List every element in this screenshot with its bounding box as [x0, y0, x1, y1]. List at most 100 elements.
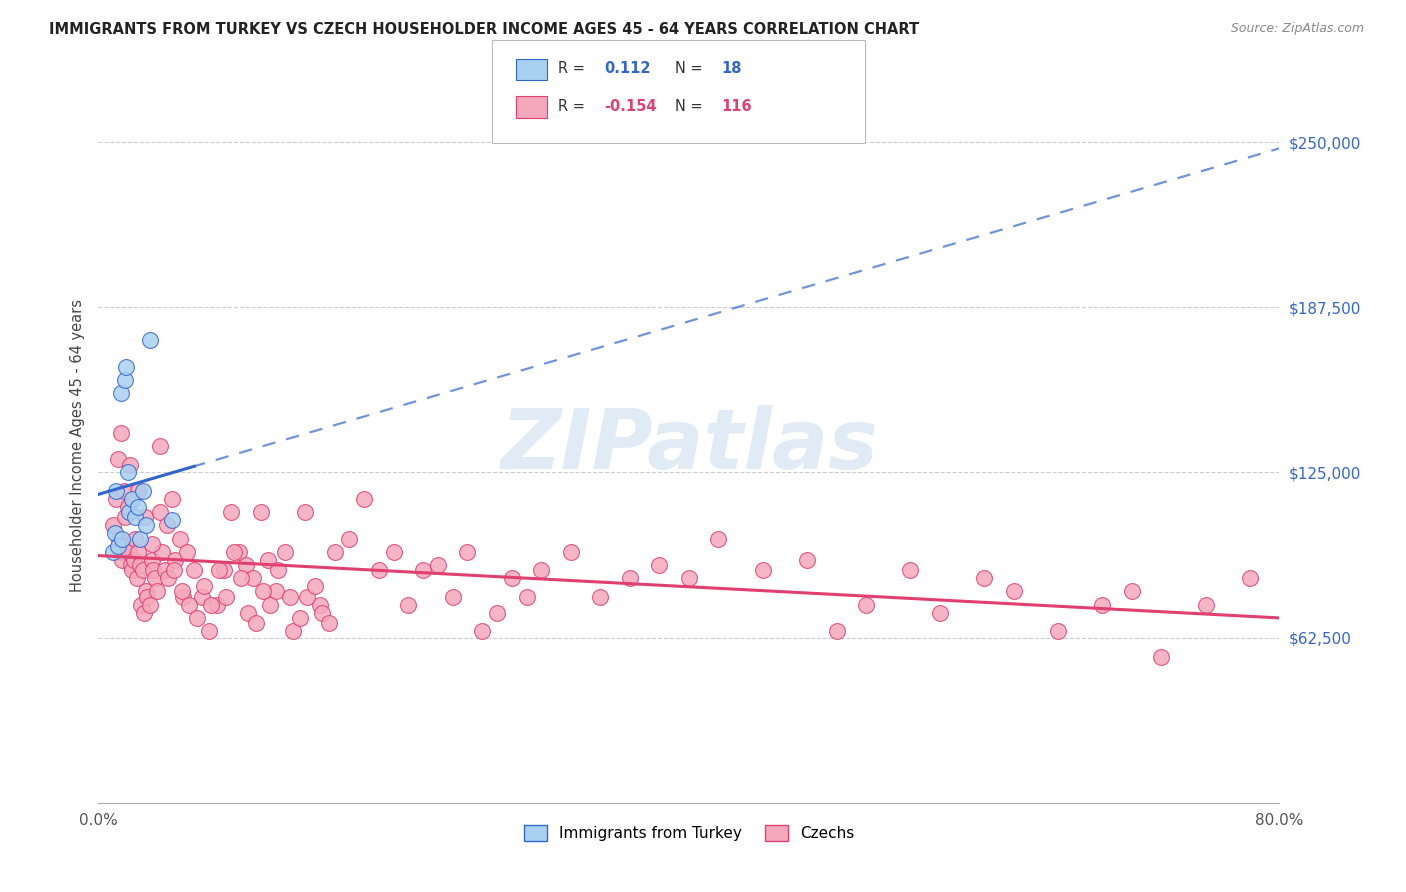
Point — [183, 563, 205, 577]
Point — [1002, 584, 1025, 599]
Point — [221, 505, 243, 519]
Point — [120, 458, 142, 472]
Point — [103, 545, 125, 559]
Point — [252, 584, 274, 599]
Point — [127, 545, 149, 559]
Y-axis label: Householder Income Ages 45 - 64 years: Householder Income Ages 45 - 64 years — [69, 300, 84, 592]
Point — [104, 526, 127, 541]
Point — [114, 510, 136, 524]
Point — [121, 491, 143, 506]
Point — [309, 598, 332, 612]
Point — [267, 563, 290, 577]
Point — [412, 563, 434, 577]
Point — [170, 584, 193, 599]
Point — [257, 552, 280, 566]
Point — [118, 505, 141, 519]
Point — [259, 598, 281, 612]
Point — [149, 439, 172, 453]
Point — [796, 552, 818, 566]
Point — [117, 500, 139, 514]
Point — [163, 563, 186, 577]
Point — [193, 579, 215, 593]
Text: 0.112: 0.112 — [605, 62, 651, 76]
Point — [1091, 598, 1114, 612]
Point — [1195, 598, 1218, 612]
Point — [115, 540, 138, 554]
Point — [900, 563, 922, 577]
Point — [146, 584, 169, 599]
Point — [516, 590, 538, 604]
Point — [169, 532, 191, 546]
Point — [441, 590, 464, 604]
Point — [134, 510, 156, 524]
Point — [752, 563, 775, 577]
Point — [398, 598, 420, 612]
Point — [294, 505, 316, 519]
Point — [132, 483, 155, 498]
Text: R =: R = — [558, 62, 589, 76]
Text: Source: ZipAtlas.com: Source: ZipAtlas.com — [1230, 22, 1364, 36]
Point — [560, 545, 582, 559]
Point — [139, 598, 162, 612]
Point — [149, 505, 172, 519]
Point — [339, 532, 361, 546]
Point — [125, 571, 148, 585]
Point — [855, 598, 877, 612]
Point — [110, 386, 132, 401]
Point — [280, 590, 302, 604]
Point — [165, 552, 187, 566]
Point — [311, 606, 333, 620]
Point — [1121, 584, 1143, 599]
Point — [318, 616, 340, 631]
Point — [124, 532, 146, 546]
Point — [115, 359, 138, 374]
Point — [619, 571, 641, 585]
Point — [264, 584, 287, 599]
Point — [427, 558, 450, 572]
Point — [135, 584, 157, 599]
Point — [112, 483, 135, 498]
Point — [111, 532, 134, 546]
Point — [198, 624, 221, 638]
Point — [1239, 571, 1261, 585]
Point — [162, 491, 183, 506]
Point — [215, 590, 238, 604]
Point — [304, 579, 326, 593]
Text: -0.154: -0.154 — [605, 99, 657, 113]
Point — [172, 590, 194, 604]
Point — [105, 483, 128, 498]
Text: 18: 18 — [721, 62, 742, 76]
Point — [191, 590, 214, 604]
Point — [139, 333, 162, 347]
Point — [200, 598, 222, 612]
Point — [128, 558, 150, 572]
Point — [156, 571, 179, 585]
Point — [323, 545, 346, 559]
Point — [212, 563, 235, 577]
Point — [297, 590, 319, 604]
Point — [186, 611, 208, 625]
Point — [103, 518, 125, 533]
Point — [368, 563, 391, 577]
Point — [129, 598, 152, 612]
Point — [156, 518, 179, 533]
Point — [135, 518, 157, 533]
Point — [353, 491, 375, 506]
Point — [228, 545, 250, 559]
Point — [707, 532, 730, 546]
Point — [825, 624, 848, 638]
Point — [1150, 650, 1173, 665]
Point — [929, 606, 952, 620]
Point — [150, 545, 173, 559]
Point — [501, 571, 523, 585]
Point — [127, 483, 149, 498]
Text: 116: 116 — [721, 99, 752, 113]
Point — [107, 540, 129, 554]
Point — [457, 545, 479, 559]
Point — [141, 537, 163, 551]
Point — [382, 545, 405, 559]
Text: N =: N = — [675, 99, 707, 113]
Point — [120, 558, 142, 572]
Point — [127, 500, 149, 514]
Point — [134, 606, 156, 620]
